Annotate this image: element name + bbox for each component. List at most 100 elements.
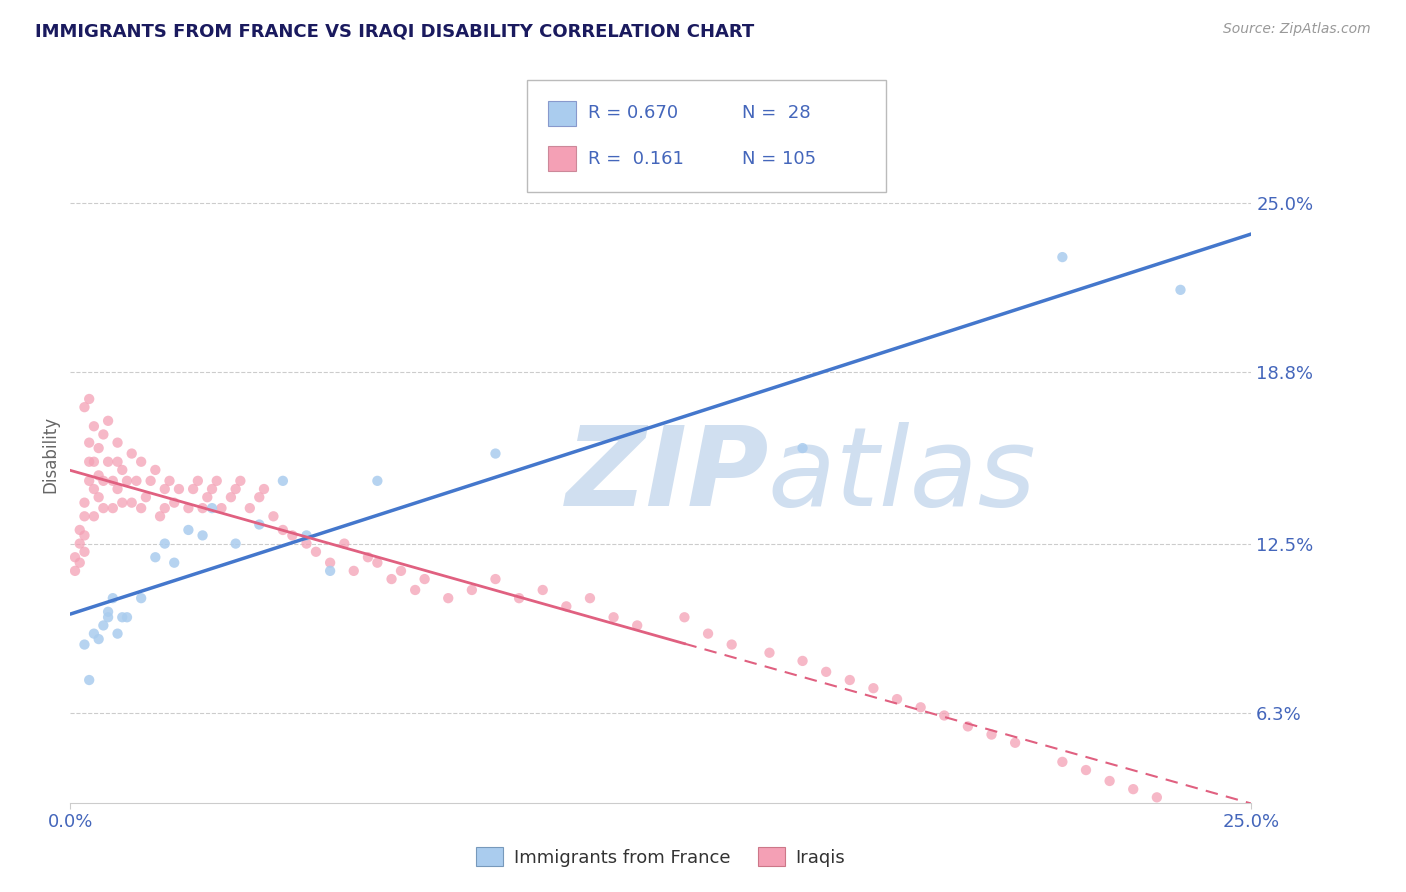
- Point: [93, 427, 115, 442]
- Point: [101, 501, 124, 516]
- Point: [77, 673, 100, 687]
- Point: [602, 610, 624, 624]
- Point: [77, 455, 100, 469]
- Point: [366, 556, 388, 570]
- Point: [115, 474, 138, 488]
- Point: [225, 536, 247, 550]
- Point: [792, 441, 814, 455]
- Point: [107, 482, 129, 496]
- Point: [239, 501, 262, 516]
- Point: [73, 528, 96, 542]
- Point: [1004, 736, 1026, 750]
- Point: [247, 490, 270, 504]
- Point: [1098, 774, 1121, 789]
- Point: [87, 490, 110, 504]
- Point: [107, 455, 129, 469]
- Point: [205, 474, 228, 488]
- Point: [111, 610, 134, 624]
- Point: [262, 509, 284, 524]
- Point: [229, 474, 252, 488]
- Point: [281, 528, 304, 542]
- Point: [167, 482, 190, 496]
- Point: [139, 474, 162, 488]
- Point: [1052, 250, 1074, 264]
- Point: [93, 474, 115, 488]
- Point: [83, 419, 105, 434]
- Point: [153, 501, 176, 516]
- Point: [143, 550, 166, 565]
- Point: [77, 474, 100, 488]
- Point: [73, 509, 96, 524]
- Point: [129, 591, 152, 606]
- Point: [111, 496, 134, 510]
- Point: [107, 435, 129, 450]
- Point: [295, 528, 318, 542]
- Point: [177, 523, 200, 537]
- Point: [357, 550, 380, 565]
- Point: [135, 490, 157, 504]
- Point: [181, 482, 204, 496]
- Point: [101, 591, 124, 606]
- Point: [195, 490, 218, 504]
- Point: [69, 556, 91, 570]
- Point: [815, 665, 838, 679]
- Point: [153, 536, 176, 550]
- Point: [720, 638, 742, 652]
- Point: [253, 482, 276, 496]
- Point: [343, 564, 366, 578]
- Point: [83, 482, 105, 496]
- Point: [97, 455, 120, 469]
- Point: [201, 482, 224, 496]
- Y-axis label: Disability: Disability: [41, 417, 59, 493]
- Point: [69, 536, 91, 550]
- Point: [73, 638, 96, 652]
- Point: [910, 700, 932, 714]
- Point: [380, 572, 402, 586]
- Point: [792, 654, 814, 668]
- Point: [69, 523, 91, 537]
- Point: [886, 692, 908, 706]
- Point: [225, 482, 247, 496]
- Point: [1052, 755, 1074, 769]
- Point: [101, 474, 124, 488]
- Point: [211, 501, 233, 516]
- Text: atlas: atlas: [768, 422, 1036, 529]
- Point: [143, 463, 166, 477]
- Point: [97, 414, 120, 428]
- Point: [862, 681, 884, 696]
- Point: [163, 496, 186, 510]
- Point: [107, 626, 129, 640]
- Point: [579, 591, 602, 606]
- Point: [201, 501, 224, 516]
- Point: [1074, 763, 1097, 777]
- Point: [159, 474, 181, 488]
- Point: [508, 591, 530, 606]
- Point: [1146, 790, 1168, 805]
- Text: IMMIGRANTS FROM FRANCE VS IRAQI DISABILITY CORRELATION CHART: IMMIGRANTS FROM FRANCE VS IRAQI DISABILI…: [35, 22, 755, 40]
- Legend: Immigrants from France, Iraqis: Immigrants from France, Iraqis: [470, 840, 852, 874]
- Point: [73, 545, 96, 559]
- Point: [461, 582, 484, 597]
- Point: [319, 556, 342, 570]
- Point: [163, 556, 186, 570]
- Point: [956, 719, 979, 733]
- Point: [319, 564, 342, 578]
- Point: [87, 632, 110, 646]
- Point: [626, 618, 648, 632]
- Point: [437, 591, 460, 606]
- Point: [697, 626, 720, 640]
- Point: [1170, 283, 1192, 297]
- Point: [73, 496, 96, 510]
- Point: [980, 728, 1002, 742]
- Point: [83, 626, 105, 640]
- Point: [295, 536, 318, 550]
- Point: [93, 618, 115, 632]
- Point: [271, 523, 294, 537]
- Point: [115, 610, 138, 624]
- Point: [934, 708, 956, 723]
- Point: [177, 501, 200, 516]
- Text: ZIP: ZIP: [567, 422, 770, 529]
- Text: N = 105: N = 105: [742, 150, 817, 168]
- Point: [73, 400, 96, 414]
- Point: [187, 474, 209, 488]
